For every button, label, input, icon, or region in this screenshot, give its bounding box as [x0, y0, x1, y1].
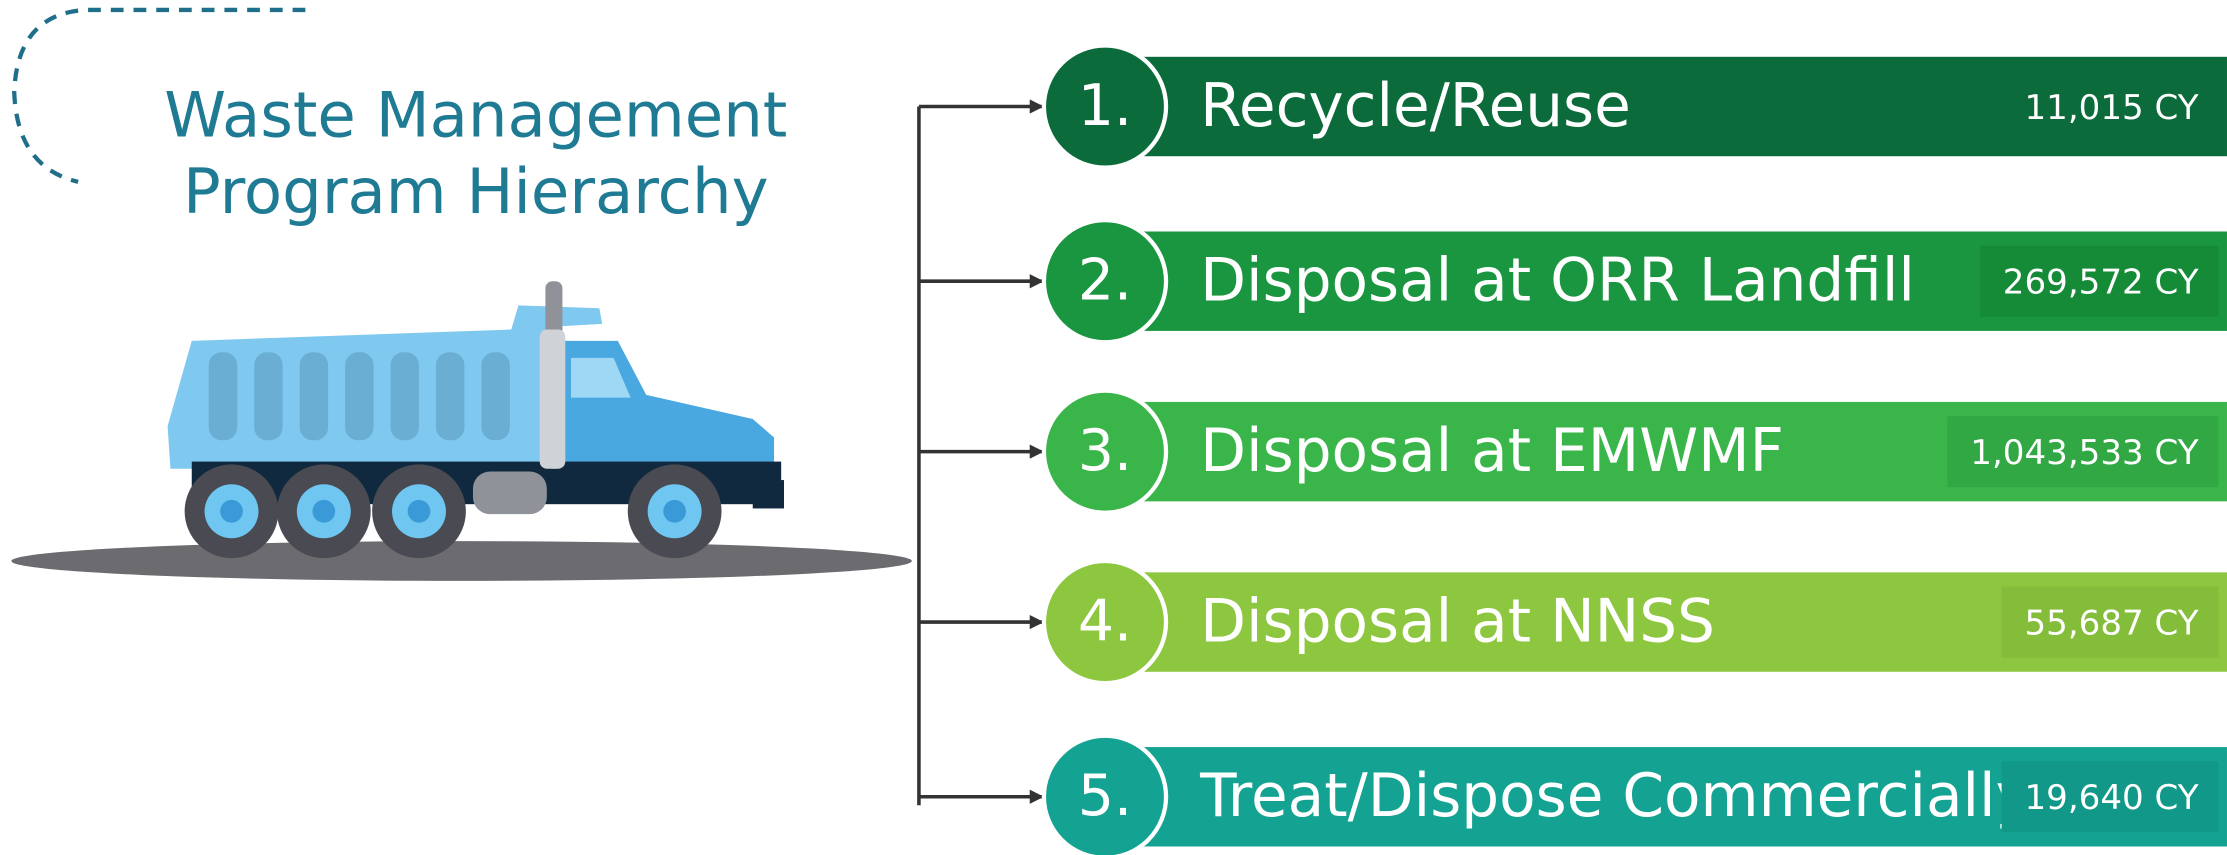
item-amount: 1,043,533 CY — [1970, 433, 2198, 473]
title-line: Program Hierarchy — [183, 155, 769, 228]
item-number: 5. — [1078, 763, 1132, 829]
item-label: Disposal at ORR Landfill — [1200, 247, 1915, 316]
hierarchy-item: 3. Disposal at EMWMF 1,043,533 CY — [919, 391, 2227, 513]
item-label: Treat/Dispose Commercially — [1199, 762, 2031, 831]
hierarchy-item: 2. Disposal at ORR Landfill 269,572 CY — [919, 220, 2227, 342]
item-number: 4. — [1078, 589, 1132, 655]
truck-illustration — [11, 281, 911, 581]
item-label: Disposal at NNSS — [1200, 588, 1715, 657]
infographic: Waste Management Program Hierarchy 1. Rec… — [0, 0, 2227, 855]
item-number: 3. — [1078, 418, 1132, 484]
page: Waste Management Program Hierarchy 1. Rec… — [0, 0, 2227, 855]
item-number: 1. — [1078, 73, 1132, 139]
item-amount: 11,015 CY — [2024, 88, 2198, 128]
hierarchy-item: 1. Recycle/Reuse 11,015 CY — [919, 45, 2227, 167]
item-label: Disposal at EMWMF — [1200, 417, 1784, 486]
item-amount: 19,640 CY — [2024, 778, 2198, 818]
item-amount: 55,687 CY — [2024, 603, 2198, 643]
title-line: Waste Management — [164, 78, 787, 151]
item-amount: 269,572 CY — [2003, 263, 2199, 303]
item-number: 2. — [1078, 248, 1132, 314]
item-label: Recycle/Reuse — [1200, 72, 1631, 141]
hierarchy-item: 4. Disposal at NNSS 55,687 CY — [919, 561, 2227, 683]
